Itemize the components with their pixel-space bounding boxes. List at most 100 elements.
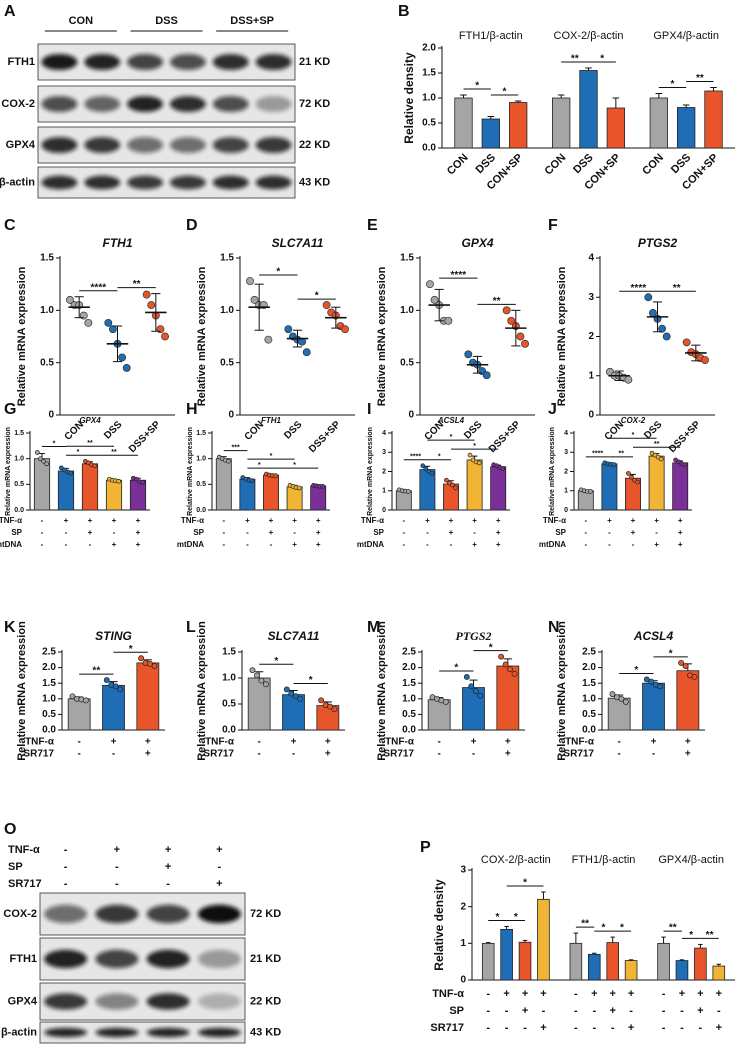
condition-sign: - bbox=[574, 988, 578, 1000]
data-point bbox=[253, 672, 260, 679]
y-axis-label: Relative mRNA expression bbox=[367, 427, 374, 516]
condition-sign: - bbox=[402, 540, 405, 549]
panel-letter: J bbox=[548, 401, 557, 418]
x-tick-label: DSS+SP bbox=[307, 419, 343, 455]
significance-label: * bbox=[53, 440, 56, 447]
significance-label: **** bbox=[91, 282, 107, 293]
condition-sign: - bbox=[77, 737, 80, 748]
panel-letter: G bbox=[4, 401, 16, 418]
significance-label: * bbox=[315, 291, 319, 302]
condition-sign: - bbox=[115, 878, 119, 890]
significance-label: ** bbox=[696, 73, 704, 84]
data-point bbox=[648, 678, 655, 685]
blot-band bbox=[169, 54, 206, 70]
y-tick-label: 4 bbox=[588, 253, 594, 264]
panel-letter: B bbox=[398, 3, 410, 20]
bar bbox=[454, 97, 473, 149]
condition-sign: - bbox=[584, 516, 587, 525]
significance-label: * bbox=[270, 453, 273, 460]
condition-sign: - bbox=[426, 528, 429, 537]
data-point bbox=[161, 332, 169, 341]
significance-label: * bbox=[669, 649, 673, 660]
condition-name: SP bbox=[193, 528, 204, 537]
data-point bbox=[138, 655, 145, 662]
condition-sign: + bbox=[678, 528, 683, 537]
condition-name: SP bbox=[8, 861, 23, 873]
bar bbox=[642, 682, 665, 731]
bar bbox=[601, 463, 618, 511]
condition-sign: - bbox=[41, 528, 44, 537]
y-tick-label: 0.5 bbox=[14, 481, 24, 488]
y-axis-label: Relative mRNA expression bbox=[556, 266, 568, 406]
y-tick-label: 1.5 bbox=[422, 68, 436, 79]
significance-label: * bbox=[454, 663, 458, 674]
data-point bbox=[588, 489, 593, 494]
data-point bbox=[246, 277, 254, 285]
significance-label: * bbox=[489, 642, 493, 653]
blot-band bbox=[212, 137, 249, 153]
y-tick-label: 0.0 bbox=[42, 725, 56, 736]
condition-name: TNF-α bbox=[543, 516, 566, 525]
condition-sign: + bbox=[472, 516, 477, 525]
x-tick-label: CON bbox=[543, 152, 569, 178]
blot-band bbox=[255, 175, 292, 190]
bar bbox=[129, 479, 147, 511]
group-title: GPX4/β-actin bbox=[658, 854, 724, 866]
condition-sign: + bbox=[325, 737, 331, 748]
data-point bbox=[476, 460, 482, 466]
condition-sign: - bbox=[222, 516, 225, 525]
y-tick-label: 2.0 bbox=[422, 43, 436, 54]
bar bbox=[67, 698, 91, 731]
data-point bbox=[331, 706, 338, 713]
significance-label: ** bbox=[706, 930, 714, 941]
chart-title: GPX4 bbox=[79, 416, 101, 425]
y-axis-label: Relative mRNA expression bbox=[16, 621, 28, 761]
blot-row-label: COX-2 bbox=[3, 908, 37, 920]
y-tick-label: 1.5 bbox=[402, 678, 416, 689]
chart-title: FTH1 bbox=[103, 236, 133, 250]
condition-sign: + bbox=[112, 516, 117, 525]
condition-sign: + bbox=[522, 1005, 528, 1017]
y-tick-label: 1.0 bbox=[196, 456, 206, 463]
y-tick-label: 2.5 bbox=[402, 647, 416, 658]
y-axis-label: Relative density bbox=[402, 52, 416, 144]
bar bbox=[33, 458, 51, 511]
blot-background bbox=[37, 43, 296, 81]
y-tick-label: 2.0 bbox=[582, 662, 596, 673]
condition-sign: + bbox=[591, 988, 597, 1000]
data-point bbox=[262, 681, 269, 688]
y-axis-label: Relative mRNA expression bbox=[187, 427, 194, 516]
y-tick-label: 2.0 bbox=[42, 662, 56, 673]
condition-sign: + bbox=[609, 1005, 615, 1017]
blot-band bbox=[84, 54, 121, 70]
y-tick-label: 1.5 bbox=[40, 253, 54, 264]
data-point bbox=[249, 667, 256, 674]
y-tick-label: 1.0 bbox=[14, 456, 24, 463]
data-point bbox=[658, 456, 664, 462]
bar bbox=[704, 90, 723, 149]
condition-sign: - bbox=[629, 1005, 633, 1017]
bar bbox=[286, 486, 303, 511]
condition-sign: + bbox=[114, 844, 120, 856]
data-point bbox=[226, 458, 231, 464]
y-tick-label: 1 bbox=[564, 488, 568, 495]
data-point bbox=[516, 332, 525, 341]
condition-sign: - bbox=[542, 1005, 546, 1017]
condition-name: TNF-α bbox=[0, 516, 22, 525]
condition-sign: - bbox=[473, 528, 476, 537]
data-point bbox=[502, 661, 509, 668]
condition-sign: - bbox=[270, 540, 273, 549]
condition-sign: + bbox=[609, 988, 615, 1000]
bar bbox=[552, 97, 571, 149]
condition-sign: - bbox=[505, 1022, 509, 1034]
blot-size-label: 72 KD bbox=[250, 908, 281, 920]
condition-sign: + bbox=[425, 516, 430, 525]
condition-sign: - bbox=[592, 1005, 596, 1017]
condition-sign: - bbox=[450, 540, 453, 549]
data-point bbox=[112, 683, 119, 690]
data-point bbox=[66, 295, 74, 304]
significance-label: **** bbox=[592, 451, 603, 458]
condition-sign: - bbox=[608, 540, 611, 549]
condition-name: mtDNA bbox=[539, 540, 566, 549]
data-point bbox=[500, 466, 506, 471]
